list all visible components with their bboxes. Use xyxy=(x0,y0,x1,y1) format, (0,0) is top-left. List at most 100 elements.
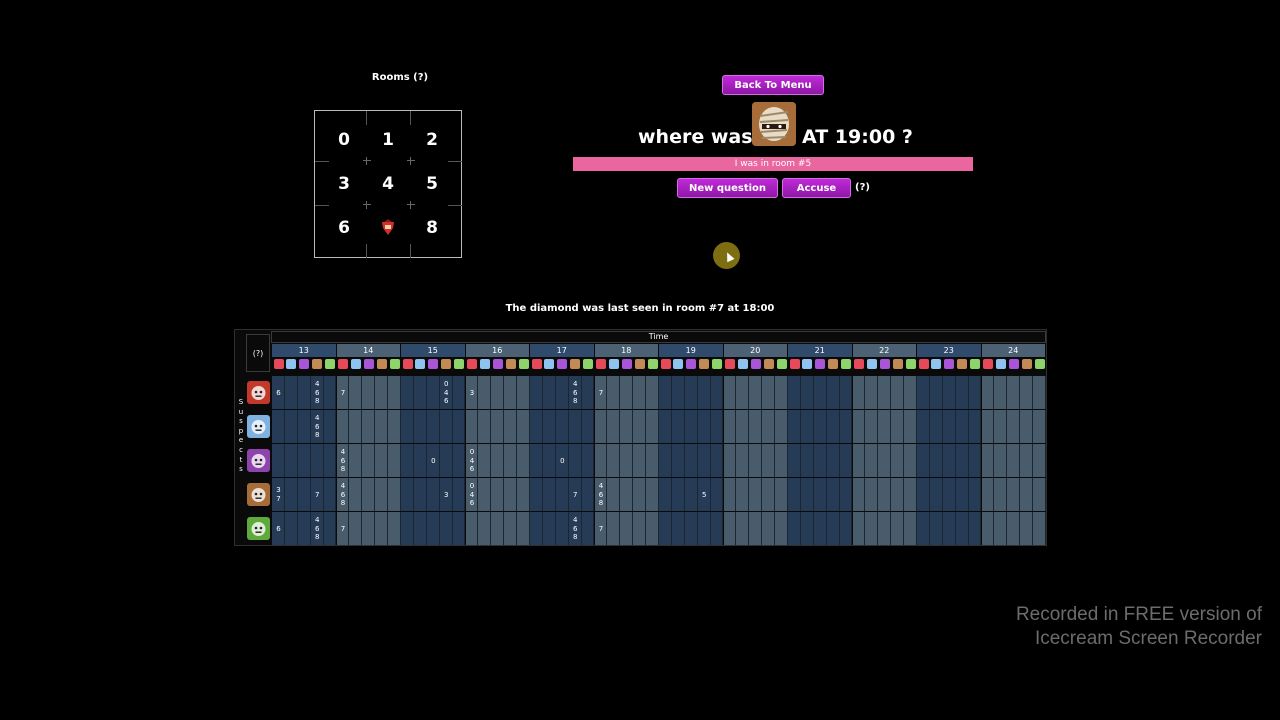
timeline-cell[interactable] xyxy=(839,512,853,545)
timeline-cell[interactable] xyxy=(542,478,556,511)
timeline-cell[interactable] xyxy=(284,376,298,409)
timeline-cell[interactable] xyxy=(852,512,866,545)
room-6[interactable]: 6 xyxy=(338,218,350,238)
timeline-cell[interactable] xyxy=(310,410,324,443)
timeline-cell[interactable] xyxy=(839,376,853,409)
timeline-cell[interactable] xyxy=(1033,376,1046,409)
timeline-cell[interactable] xyxy=(362,478,376,511)
timeline-cell[interactable] xyxy=(775,444,788,477)
timeline-cell[interactable] xyxy=(620,444,634,477)
timeline-cell[interactable] xyxy=(955,410,969,443)
timeline-cell[interactable] xyxy=(349,410,363,443)
timeline-cell[interactable] xyxy=(710,410,724,443)
timeline-cell[interactable] xyxy=(994,478,1008,511)
timeline-cell[interactable] xyxy=(865,478,879,511)
timeline-cell[interactable] xyxy=(349,444,363,477)
timeline-cell[interactable] xyxy=(530,410,543,443)
timeline-cell[interactable] xyxy=(452,512,466,545)
timeline-cell[interactable] xyxy=(542,410,556,443)
timeline-cell[interactable] xyxy=(917,512,930,545)
timeline-cell[interactable] xyxy=(929,444,943,477)
timeline-cell[interactable] xyxy=(904,410,917,443)
timeline-cell[interactable] xyxy=(891,444,905,477)
timeline-cell[interactable] xyxy=(633,478,647,511)
new-question-button[interactable]: New question xyxy=(677,178,778,198)
back-to-menu-button[interactable]: Back To Menu xyxy=(722,75,824,95)
timeline-cell[interactable] xyxy=(491,444,505,477)
timeline-cell[interactable] xyxy=(878,478,892,511)
timeline-cell[interactable] xyxy=(839,410,853,443)
timeline-cell[interactable] xyxy=(788,410,801,443)
timeline-cell[interactable] xyxy=(362,376,376,409)
timeline-cell[interactable] xyxy=(942,478,956,511)
timeline-cell[interactable] xyxy=(594,410,608,443)
timeline-cell[interactable] xyxy=(323,376,337,409)
timeline-cell[interactable] xyxy=(917,478,930,511)
timeline-cell[interactable] xyxy=(929,376,943,409)
timeline-cell[interactable] xyxy=(478,478,492,511)
blue-ghost-icon[interactable] xyxy=(247,415,270,438)
timeline-cell[interactable] xyxy=(504,376,518,409)
timeline-cell[interactable] xyxy=(723,376,737,409)
timeline-cell[interactable] xyxy=(530,512,543,545)
timeline-cell[interactable] xyxy=(736,376,750,409)
timeline-cell[interactable] xyxy=(478,410,492,443)
timeline-cell[interactable] xyxy=(272,444,285,477)
timeline-cell[interactable] xyxy=(362,410,376,443)
timeline-cell[interactable] xyxy=(981,478,995,511)
timeline-cell[interactable] xyxy=(723,444,737,477)
timeline-cell[interactable] xyxy=(491,410,505,443)
timeline-cell[interactable] xyxy=(891,376,905,409)
timeline-cell[interactable] xyxy=(633,512,647,545)
timeline-cell[interactable] xyxy=(813,410,827,443)
timeline-cell[interactable] xyxy=(594,444,608,477)
timeline-cell[interactable] xyxy=(568,410,582,443)
timeline-cell[interactable] xyxy=(904,478,917,511)
timeline-cell[interactable] xyxy=(671,444,685,477)
timeline-cell[interactable] xyxy=(659,410,672,443)
timeline-cell[interactable] xyxy=(555,444,569,477)
timeline-cell[interactable] xyxy=(439,444,453,477)
timeline-cell[interactable] xyxy=(826,410,840,443)
timeline-cell[interactable] xyxy=(310,478,324,511)
timeline-cell[interactable] xyxy=(878,444,892,477)
timeline-cell[interactable] xyxy=(1020,444,1034,477)
timeline-cell[interactable] xyxy=(297,444,311,477)
timeline-cell[interactable] xyxy=(684,410,698,443)
timeline-cell[interactable] xyxy=(968,410,982,443)
timeline-cell[interactable] xyxy=(929,478,943,511)
timeline-cell[interactable] xyxy=(349,512,363,545)
timeline-cell[interactable] xyxy=(426,444,440,477)
timeline-cell[interactable] xyxy=(594,376,608,409)
timeline-cell[interactable] xyxy=(504,410,518,443)
timeline-cell[interactable] xyxy=(413,444,427,477)
timeline-cell[interactable] xyxy=(710,376,724,409)
timeline-cell[interactable] xyxy=(955,444,969,477)
timeline-cell[interactable] xyxy=(762,376,776,409)
timeline-cell[interactable] xyxy=(917,444,930,477)
red-witch-icon[interactable] xyxy=(247,381,270,404)
timeline-cell[interactable] xyxy=(478,444,492,477)
timeline-cell[interactable] xyxy=(1007,410,1021,443)
timeline-cell[interactable] xyxy=(439,478,453,511)
timeline-cell[interactable] xyxy=(684,444,698,477)
timeline-cell[interactable] xyxy=(323,410,337,443)
timeline-cell[interactable] xyxy=(994,444,1008,477)
timeline-cell[interactable] xyxy=(633,444,647,477)
timeline-cell[interactable] xyxy=(723,512,737,545)
timeline-cell[interactable] xyxy=(401,512,414,545)
timeline-cell[interactable] xyxy=(568,512,582,545)
timeline-cell[interactable] xyxy=(401,410,414,443)
timeline-cell[interactable] xyxy=(426,512,440,545)
timeline-cell[interactable] xyxy=(697,376,711,409)
timeline-cell[interactable] xyxy=(1007,444,1021,477)
timeline-cell[interactable] xyxy=(800,376,814,409)
timeline-cell[interactable] xyxy=(517,512,530,545)
room-4[interactable]: 4 xyxy=(382,174,394,194)
timeline-cell[interactable] xyxy=(891,512,905,545)
timeline-cell[interactable] xyxy=(607,410,621,443)
timeline-cell[interactable] xyxy=(413,376,427,409)
timeline-cell[interactable] xyxy=(620,512,634,545)
timeline-cell[interactable] xyxy=(968,478,982,511)
timeline-cell[interactable] xyxy=(297,410,311,443)
